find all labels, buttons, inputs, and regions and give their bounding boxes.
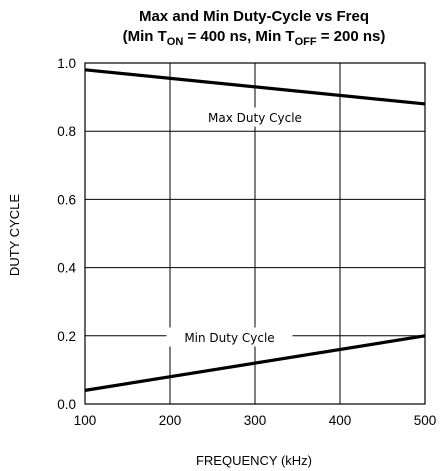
series-line-min-duty-cycle: [84, 334, 426, 392]
y-tick-label-0.4: 0.4: [57, 261, 76, 276]
x-tick-label-500: 500: [414, 413, 437, 428]
annotation-min-duty-cycle-bg: [166, 327, 293, 347]
annotation-max-duty-cycle-bg: [192, 107, 318, 127]
title-part-mid: = 400 ns, Min T: [183, 28, 294, 45]
plot-frame: [84, 62, 426, 405]
y-tick-labels: 0.0 0.2 0.4 0.6 0.8 1.0: [57, 56, 76, 412]
x-axis-label: FREQUENCY (kHz): [196, 453, 312, 468]
annotation-min-duty-cycle: Min Duty Cycle: [184, 331, 274, 345]
y-tick-label-0.2: 0.2: [57, 329, 76, 344]
title-subscript-on: ON: [167, 36, 184, 48]
title-part-pre: (Min T: [123, 28, 167, 45]
y-axis-label: DUTY CYCLE: [7, 194, 22, 276]
chart-title-line-1: Max and Min Duty-Cycle vs Freq: [139, 8, 369, 25]
annotations: Max Duty Cycle Min Duty Cycle: [166, 107, 318, 347]
series-line-max-duty-cycle: [84, 68, 426, 106]
title-part-post: = 200 ns): [317, 28, 386, 45]
chart-title-line-2: (Min TON = 400 ns, Min TOFF = 200 ns): [123, 28, 386, 48]
x-tick-label-300: 300: [244, 413, 267, 428]
annotation-max-duty-cycle: Max Duty Cycle: [208, 111, 302, 125]
series-lines: [84, 68, 426, 392]
x-tick-label-200: 200: [159, 413, 182, 428]
y-tick-label-0.6: 0.6: [57, 192, 76, 207]
y-tick-label-0.8: 0.8: [57, 124, 76, 139]
x-tick-labels: 100 200 300 400 500: [74, 413, 437, 428]
y-tick-label-1.0: 1.0: [57, 56, 76, 71]
y-tick-label-0.0: 0.0: [57, 397, 76, 412]
x-tick-label-100: 100: [74, 413, 97, 428]
x-tick-label-400: 400: [329, 413, 352, 428]
title-subscript-off: OFF: [295, 36, 317, 48]
